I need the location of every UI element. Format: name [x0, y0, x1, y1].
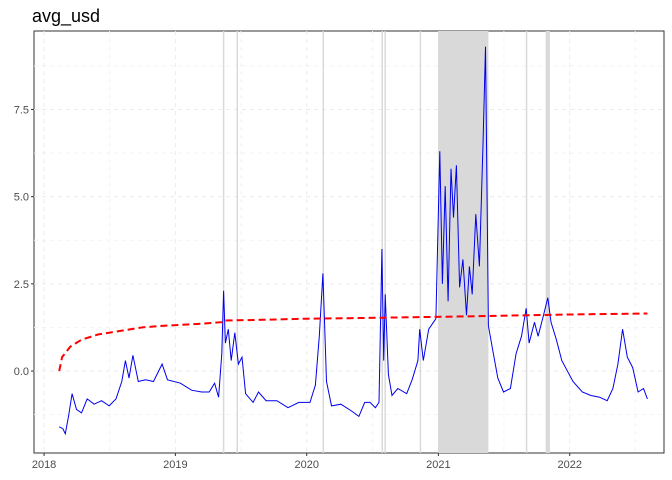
x-tick-label: 2021 [426, 459, 450, 471]
chart-title: avg_usd [32, 6, 101, 26]
x-tick-label: 2022 [557, 459, 581, 471]
panel-border [33, 30, 665, 454]
y-tick-label: 2.5 [14, 279, 29, 291]
shaded-regions [222, 31, 550, 453]
shaded-interval [322, 31, 324, 453]
trend-line-dashed [58, 312, 648, 372]
y-tick-label: 5.0 [14, 192, 29, 204]
x-tick-label: 2018 [32, 459, 56, 471]
shaded-interval [381, 31, 384, 453]
y-axis-ticks: 0.0 2.5 5.0 7.5 [14, 104, 34, 378]
x-axis-ticks: 2018 2019 2020 2021 2022 [32, 453, 582, 471]
x-tick-label: 2020 [294, 459, 318, 471]
x-tick-label: 2019 [163, 459, 187, 471]
avg-usd-line [58, 46, 648, 436]
shaded-interval [419, 31, 422, 453]
y-tick-label: 7.5 [14, 104, 29, 116]
shaded-interval [438, 31, 489, 453]
shaded-interval [525, 31, 528, 453]
shaded-interval [545, 31, 550, 453]
series-lines [58, 46, 648, 436]
shaded-interval [236, 31, 239, 453]
y-tick-label: 0.0 [14, 366, 29, 378]
shaded-interval [384, 31, 386, 453]
gridlines [33, 30, 665, 454]
shaded-interval [222, 31, 225, 453]
